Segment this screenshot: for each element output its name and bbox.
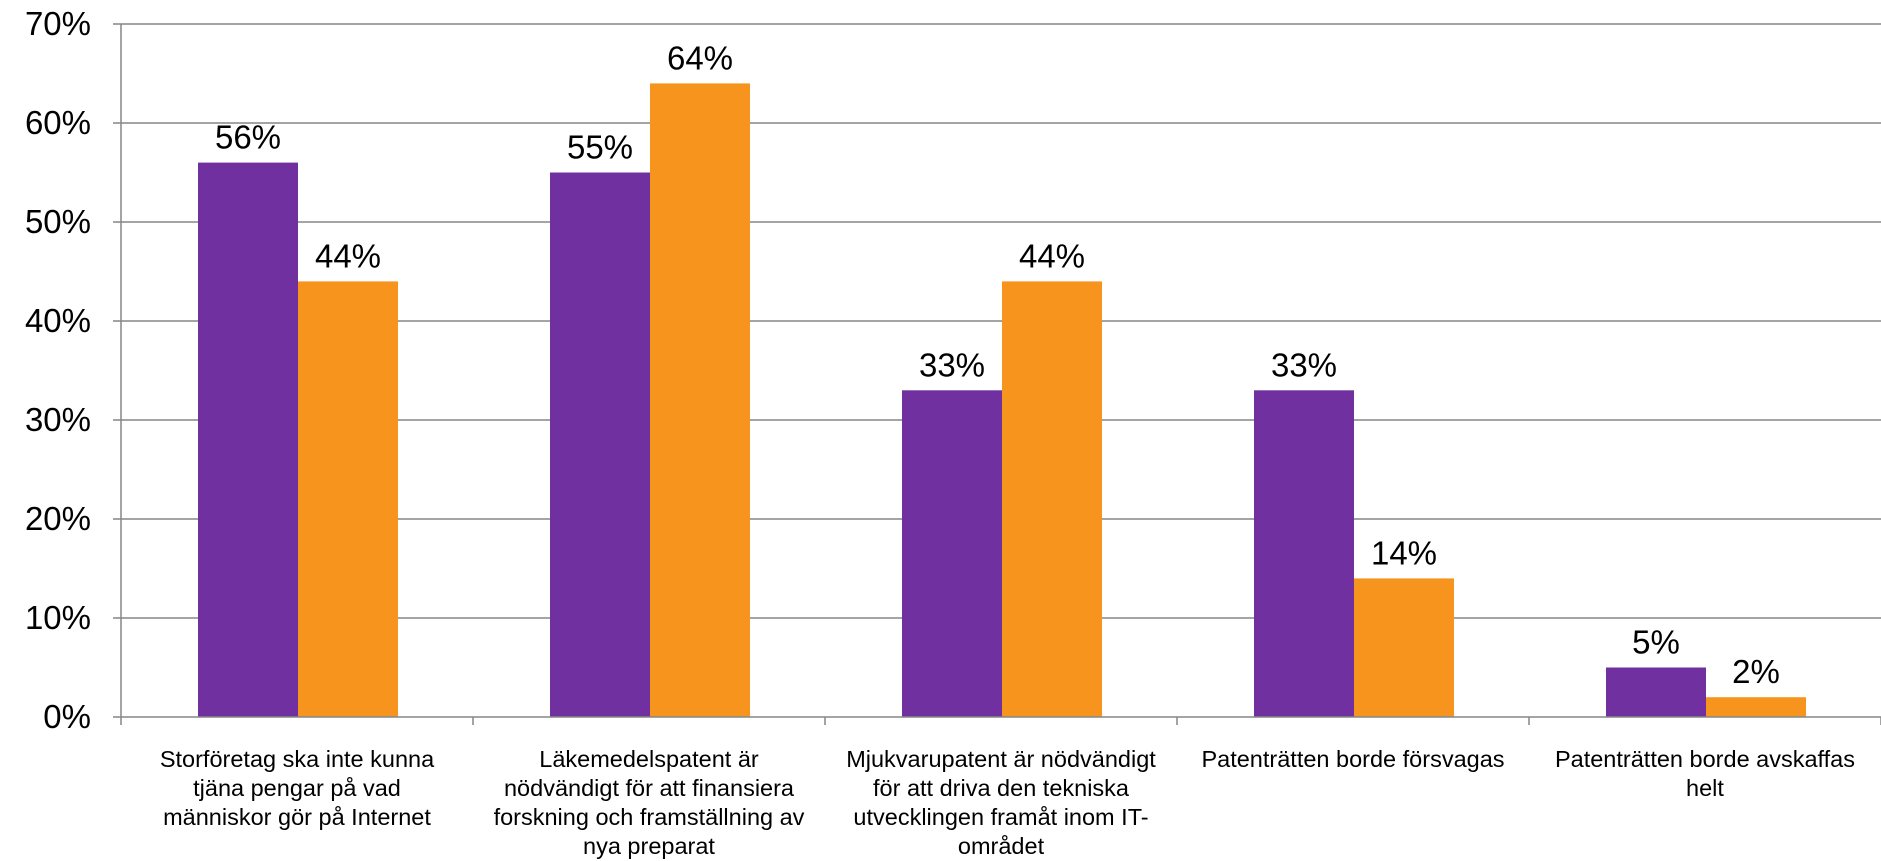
bar (902, 390, 1002, 717)
category-label-line: utvecklingen framåt inom IT- (853, 804, 1148, 830)
category-label-line: för att driva den tekniska (873, 775, 1130, 801)
category-label-line: Patenträtten borde avskaffas (1555, 746, 1855, 772)
data-label: 55% (567, 129, 633, 166)
y-tick-label: 60% (25, 104, 91, 141)
category-label: Patenträtten borde avskaffas helt (1555, 746, 1855, 801)
category-label-line: Läkemedelspatent är (539, 746, 759, 772)
category-label-line: Mjukvarupatent är nödvändigt (846, 746, 1156, 772)
category-label-line: Patenträtten borde försvagas (1201, 746, 1504, 772)
bar (198, 162, 298, 718)
y-tick-label: 0% (43, 698, 91, 735)
bar (550, 172, 650, 717)
data-labels: 56% 55% 33% 33% 5% 44% 64% 44% 14% 2% (215, 39, 1780, 690)
bar (1002, 281, 1102, 717)
bar (650, 83, 750, 717)
y-tick-label: 10% (25, 599, 91, 636)
bar (1706, 697, 1806, 717)
category-label-line: nödvändigt för att finansiera (504, 775, 795, 801)
category-label: Mjukvarupatent är nödvändigt för att driv… (846, 746, 1156, 859)
data-label: 44% (315, 237, 381, 274)
y-axis-ticks: 0% 10% 20% 30% 40% 50% 60% 70% (25, 5, 121, 735)
category-label-line: området (958, 833, 1045, 859)
category-label-line: människor gör på Internet (163, 804, 431, 830)
category-labels: Storföretag ska inte kunna tjäna pengar p… (160, 746, 1855, 859)
category-label-line: Storföretag ska inte kunna (160, 746, 435, 772)
data-label: 2% (1732, 653, 1780, 690)
y-tick-label: 30% (25, 401, 91, 438)
bars (198, 83, 1806, 718)
y-tick-label: 20% (25, 500, 91, 537)
data-label: 33% (919, 346, 985, 383)
data-label: 33% (1271, 346, 1337, 383)
y-tick-label: 40% (25, 302, 91, 339)
bar (1254, 390, 1354, 717)
data-label: 14% (1371, 534, 1437, 571)
category-label: Patenträtten borde försvagas (1201, 746, 1504, 772)
category-label-line: helt (1686, 775, 1724, 801)
data-label: 44% (1019, 237, 1085, 274)
category-label-line: forskning och framställning av (494, 804, 805, 830)
category-label: Storföretag ska inte kunna tjäna pengar p… (160, 746, 435, 830)
bar (1606, 667, 1706, 717)
bar (298, 281, 398, 717)
data-label: 64% (667, 39, 733, 76)
x-axis (120, 24, 1881, 725)
y-tick-label: 50% (25, 203, 91, 240)
bar (1354, 578, 1454, 717)
category-label: Läkemedelspatent är nödvändigt för att fi… (494, 746, 805, 859)
category-label-line: tjäna pengar på vad (193, 775, 401, 801)
y-tick-label: 70% (25, 5, 91, 42)
category-label-line: nya preparat (583, 833, 715, 859)
data-label: 5% (1632, 624, 1680, 661)
data-label: 56% (215, 119, 281, 156)
